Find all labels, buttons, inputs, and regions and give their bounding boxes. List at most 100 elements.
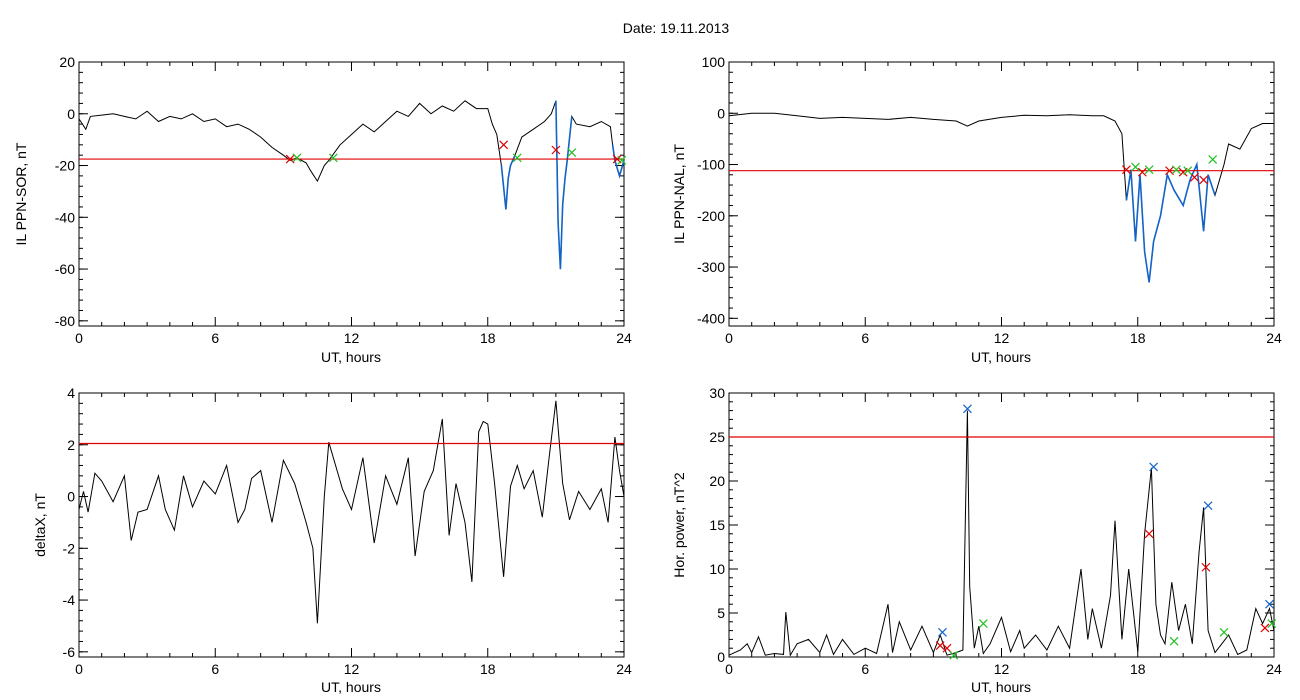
power-marker-red bbox=[1260, 623, 1270, 633]
deltax-ytick-label: -2 bbox=[63, 540, 76, 556]
deltax-frame bbox=[78, 392, 625, 658]
power-marker-red bbox=[935, 641, 945, 650]
deltax-xtick-label: 12 bbox=[344, 661, 360, 677]
power-xtick-label: 24 bbox=[1266, 661, 1282, 677]
xlabel-power: UT, hours bbox=[971, 679, 1031, 695]
sor-marker-green bbox=[512, 153, 522, 163]
nal-xtick-label: 18 bbox=[1130, 330, 1146, 346]
power-marker-blue bbox=[1203, 501, 1213, 511]
xlabel-deltax: UT, hours bbox=[321, 679, 381, 695]
sor-marker-red bbox=[499, 140, 509, 150]
nal-ytick-label: 100 bbox=[702, 54, 726, 70]
nal-marker-green bbox=[1208, 154, 1218, 164]
power-xtick-label: 0 bbox=[725, 661, 733, 677]
nal-marker-green bbox=[1144, 165, 1154, 175]
ylabel-power: Hor. power, nT^2 bbox=[671, 472, 687, 578]
panel-power: Hor. power, nT^2 UT, hours 0 6 12 18 24 0 5 10 1… bbox=[671, 385, 1282, 695]
sor-marker-green bbox=[617, 155, 627, 165]
sor-xtick-label: 24 bbox=[616, 330, 632, 346]
nal-ytick-label: -300 bbox=[697, 259, 725, 275]
power-marker-green bbox=[1219, 627, 1229, 637]
power-marker-blue bbox=[938, 627, 947, 637]
sor-trace bbox=[78, 100, 625, 270]
xlabel-nal: UT, hours bbox=[971, 349, 1031, 365]
deltax-ytick-label: 0 bbox=[67, 489, 75, 505]
nal-ytick-label: 0 bbox=[717, 105, 725, 121]
power-marker-green bbox=[978, 619, 988, 628]
deltax-xtick-label: 24 bbox=[616, 661, 632, 677]
power-marker-green bbox=[1169, 636, 1179, 646]
power-marker-red bbox=[1144, 529, 1154, 539]
power-ytick-label: 30 bbox=[709, 385, 725, 401]
nal-marker-red bbox=[1190, 172, 1199, 182]
sor-highlight-trace bbox=[555, 100, 573, 270]
nal-xtick-label: 0 bbox=[725, 330, 733, 346]
power-ytick-label: 5 bbox=[717, 605, 725, 621]
power-trace bbox=[728, 410, 1275, 657]
sor-highlight-trace bbox=[611, 144, 625, 179]
deltax-ytick-label: -6 bbox=[63, 644, 76, 660]
deltax-ytick-label: -4 bbox=[63, 592, 76, 608]
sor-ytick-label: 20 bbox=[59, 54, 75, 70]
ylabel-sor: IL PPN-SOR, nT bbox=[13, 142, 29, 245]
sor-ytick-label: -60 bbox=[55, 261, 75, 277]
power-marker-red bbox=[1201, 562, 1211, 572]
power-ytick-label: 20 bbox=[709, 473, 725, 489]
nal-frame bbox=[728, 61, 1275, 327]
sor-ytick-label: -80 bbox=[55, 313, 75, 329]
nal-marker-red bbox=[1121, 165, 1131, 175]
power-ytick-label: 10 bbox=[709, 561, 725, 577]
power-marker-blue bbox=[963, 404, 972, 414]
deltax-xtick-label: 0 bbox=[75, 661, 83, 677]
sor-ytick-label: -40 bbox=[55, 209, 75, 225]
page-title: Date: 19.11.2013 bbox=[622, 20, 730, 36]
panel-nal: IL PPN-NAL, nT UT, hours 0 6 12 18 24 -400 -30… bbox=[671, 54, 1282, 365]
nal-ytick-label: -200 bbox=[697, 208, 725, 224]
sor-ytick-label: -20 bbox=[55, 158, 75, 174]
sor-frame bbox=[78, 61, 625, 327]
deltax-ytick-label: 4 bbox=[67, 385, 75, 401]
nal-xtick-label: 24 bbox=[1266, 330, 1282, 346]
nal-highlight-trace bbox=[1125, 161, 1216, 283]
deltax-ytick-label: 2 bbox=[67, 437, 75, 453]
power-marker-red bbox=[942, 643, 952, 653]
sor-xtick-label: 18 bbox=[480, 330, 496, 346]
power-marker-blue bbox=[1149, 462, 1159, 472]
power-xtick-label: 6 bbox=[861, 661, 869, 677]
power-ytick-label: 15 bbox=[709, 517, 725, 533]
deltax-xtick-label: 6 bbox=[211, 661, 219, 677]
power-marker-green bbox=[949, 650, 959, 660]
nal-ytick-label: -100 bbox=[697, 157, 725, 173]
nal-ytick-label: -400 bbox=[697, 310, 725, 326]
power-ytick-label: 0 bbox=[717, 649, 725, 665]
power-marker-blue bbox=[1265, 599, 1274, 609]
ylabel-deltax: deltaX, nT bbox=[32, 493, 48, 557]
power-xtick-label: 18 bbox=[1130, 661, 1146, 677]
deltax-trace bbox=[78, 400, 625, 624]
nal-marker-green bbox=[1183, 166, 1193, 176]
xlabel-sor: UT, hours bbox=[321, 349, 381, 365]
sor-xtick-label: 12 bbox=[344, 330, 360, 346]
sor-highlight-trace bbox=[500, 154, 516, 210]
nal-marker-green bbox=[1131, 162, 1140, 172]
nal-marker-red bbox=[1199, 175, 1209, 185]
sor-marker-red bbox=[285, 154, 295, 164]
nal-marker-red bbox=[1137, 167, 1147, 177]
nal-marker-green bbox=[1171, 165, 1181, 175]
sor-marker-red bbox=[551, 145, 561, 155]
nal-trace bbox=[728, 112, 1274, 283]
power-marker-green bbox=[1267, 619, 1277, 628]
panel-sor: IL PPN-SOR, nT UT, hours 0 6 12 18 24 -80 -60 -… bbox=[13, 54, 632, 365]
deltax-xtick-label: 18 bbox=[480, 661, 496, 677]
sor-ytick-label: 0 bbox=[67, 106, 75, 122]
sor-xtick-label: 6 bbox=[211, 330, 219, 346]
power-xtick-label: 12 bbox=[994, 661, 1010, 677]
power-ytick-label: 25 bbox=[709, 429, 725, 445]
sor-xtick-label: 0 bbox=[75, 330, 83, 346]
nal-xtick-label: 12 bbox=[994, 330, 1010, 346]
sor-marker-green bbox=[328, 153, 338, 163]
ylabel-nal: IL PPN-NAL, nT bbox=[671, 144, 687, 244]
sor-marker-green bbox=[567, 148, 577, 158]
